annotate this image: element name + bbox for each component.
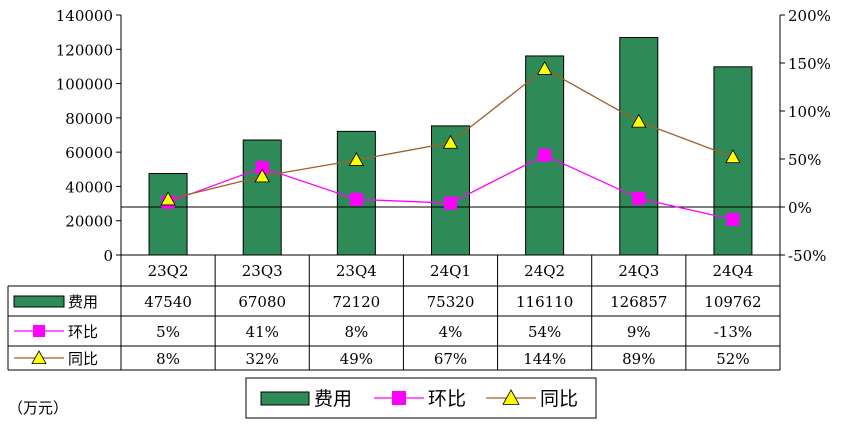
category-label-24Q1: 24Q1 <box>430 262 471 280</box>
line-series <box>160 60 741 226</box>
right-tick-label: 200% <box>788 7 831 25</box>
qoq-point-24Q2 <box>538 148 552 162</box>
right-tick-label: 0% <box>788 199 812 217</box>
bar-24Q3 <box>619 37 659 256</box>
table-key-yoy-marker <box>31 350 47 365</box>
table-cell: 41% <box>246 323 279 341</box>
left-tick-label: 40000 <box>65 178 113 196</box>
table-cell: 109762 <box>704 293 761 311</box>
qoq-point-24Q3 <box>632 191 646 205</box>
legend-label-yoy: 同比 <box>540 388 578 410</box>
left-tick-label: 100000 <box>56 76 113 94</box>
table-key-bar <box>13 295 65 308</box>
left-tick-label: 80000 <box>65 110 113 128</box>
yoy-point-23Q4 <box>348 152 365 166</box>
table-cell: -13% <box>714 323 752 341</box>
left-tick-label: 60000 <box>65 144 113 162</box>
table-cell: 49% <box>340 350 373 368</box>
right-tick-label: -50% <box>788 247 826 265</box>
table-row-label: 环比 <box>68 323 98 341</box>
table-cell: 47540 <box>144 293 192 311</box>
table-cell: 8% <box>344 323 368 341</box>
data-table: 23Q2 23Q3 23Q4 24Q1 24Q2 24Q3 24Q4 费用 47540 67080… <box>7 254 781 371</box>
table-cell: 5% <box>156 323 180 341</box>
table-cell: 144% <box>523 350 566 368</box>
category-label-23Q4: 23Q4 <box>336 262 377 280</box>
bar-24Q1 <box>431 125 470 256</box>
legend: 费用 环比 同比 <box>245 377 597 419</box>
qoq-point-24Q1 <box>444 196 457 210</box>
legend-key-qoq-marker <box>392 391 406 405</box>
table-cell: 75320 <box>427 293 475 311</box>
table-cell: 72120 <box>332 293 380 311</box>
yoy-point-23Q2 <box>160 191 176 206</box>
table-key-qoq-marker <box>33 325 45 337</box>
yoy-point-24Q2 <box>536 60 553 75</box>
legend-label-expense: 费用 <box>314 388 352 410</box>
category-label-24Q4: 24Q4 <box>712 262 753 280</box>
table-cell: 126857 <box>610 293 667 311</box>
table-row-label: 同比 <box>68 350 98 368</box>
table-cell: 67080 <box>238 293 286 311</box>
right-tick-label: 50% <box>788 151 821 169</box>
right-tick-label: 100% <box>788 103 831 121</box>
category-label-23Q2: 23Q2 <box>148 262 189 280</box>
table-cell: 4% <box>439 323 463 341</box>
table-cell: 89% <box>622 350 655 368</box>
table-cell: 32% <box>246 350 279 368</box>
table-cell: 52% <box>716 350 749 368</box>
table-cell: 67% <box>434 350 467 368</box>
yoy-point-23Q3 <box>254 168 270 183</box>
left-tick-label: 0 <box>103 247 113 265</box>
bar-series <box>148 37 753 256</box>
table-cell: 116110 <box>516 293 573 311</box>
table-row-label: 费用 <box>68 293 98 311</box>
qoq-point-24Q4 <box>726 212 740 226</box>
unit-note: （万元） <box>8 399 68 417</box>
table-cell: 54% <box>528 323 561 341</box>
table-cell: 9% <box>627 323 651 341</box>
bar-23Q2 <box>148 173 188 256</box>
right-tick-label: 150% <box>788 55 831 73</box>
legend-key-bar <box>260 391 310 406</box>
table-cell: 8% <box>156 350 180 368</box>
yoy-point-24Q1 <box>442 134 459 149</box>
legend-key-yoy-marker <box>502 389 520 405</box>
left-tick-label: 140000 <box>56 7 113 25</box>
yoy-point-24Q4 <box>725 149 741 164</box>
category-label-23Q3: 23Q3 <box>242 262 283 280</box>
axes: 0 20000 40000 60000 80000 100000 120000 140000 -… <box>56 7 831 265</box>
left-tick-label: 20000 <box>65 213 113 231</box>
left-tick-label: 120000 <box>56 41 113 59</box>
category-label-24Q3: 24Q3 <box>618 262 659 280</box>
legend-label-qoq: 环比 <box>428 388 466 410</box>
category-label-24Q2: 24Q2 <box>524 262 565 280</box>
qoq-point-23Q4 <box>349 192 363 206</box>
yoy-point-24Q3 <box>631 113 647 128</box>
bar-23Q3 <box>242 139 282 256</box>
